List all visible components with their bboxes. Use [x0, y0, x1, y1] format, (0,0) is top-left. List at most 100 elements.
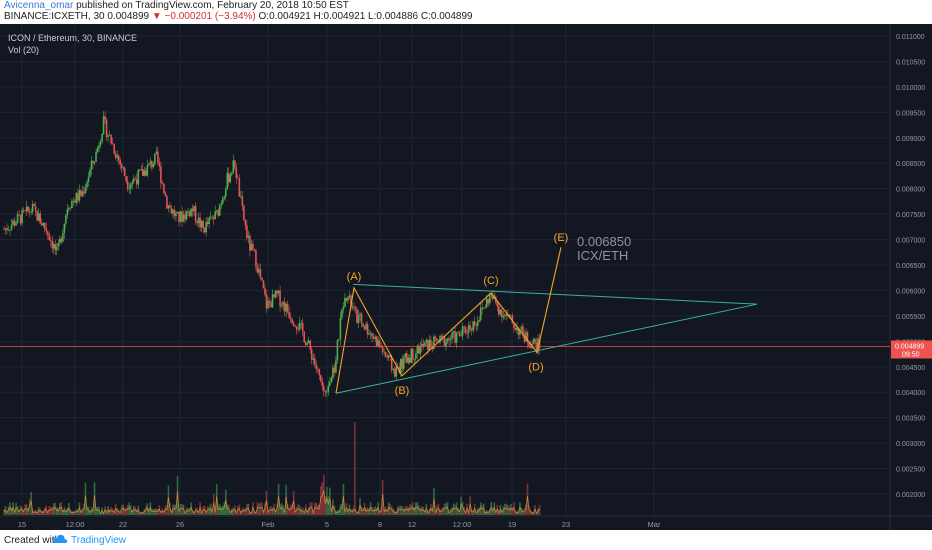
volume-bar [152, 508, 155, 515]
candle-body [154, 153, 156, 164]
volume-ma-line [3, 490, 540, 515]
candle-body [71, 200, 73, 209]
candle-body [12, 220, 14, 225]
volume-bar [83, 504, 85, 515]
candle-body [520, 326, 523, 330]
candle-body [505, 314, 508, 316]
candle-body [282, 301, 284, 306]
volume-bar [504, 503, 506, 515]
candle-body [442, 336, 444, 338]
volume-bar [434, 511, 437, 515]
candle-body [141, 168, 144, 176]
volume-bar [455, 502, 458, 515]
volume-bar [439, 509, 441, 515]
date-tick-label: 12 [408, 520, 416, 529]
volume-bar [185, 507, 188, 515]
tradingview-brand[interactable]: TradingView [71, 535, 127, 546]
volume-bar [280, 503, 283, 515]
candle-body [375, 336, 378, 347]
candle-body [313, 358, 316, 365]
candle-body [164, 193, 167, 197]
volume-bar [181, 503, 183, 515]
volume-bar [75, 509, 78, 515]
candle-body [255, 250, 257, 267]
candle-body [499, 309, 502, 315]
candle-body [194, 206, 197, 222]
candle-body [491, 294, 494, 299]
target-price-label: 0.006850 [577, 234, 631, 249]
candle-body [481, 307, 484, 309]
candle-body [78, 190, 81, 201]
volume-bar [407, 507, 410, 515]
candle-body [294, 325, 296, 327]
candle-body [143, 170, 146, 176]
triangle-upper-line [352, 283, 758, 305]
volume-bar [344, 510, 346, 515]
candle-body [74, 200, 76, 203]
candle-body [318, 368, 321, 376]
candle-body [232, 160, 235, 174]
volume-bar [3, 509, 5, 515]
price-chart[interactable]: 0.011000 0.010500 0.010000 0.009500 0.009000… [0, 24, 932, 530]
candle-body [258, 269, 260, 273]
wave-label-e: (E) [554, 232, 569, 244]
volume-bar [179, 504, 182, 515]
volume-bar [402, 508, 405, 515]
volume-legend: Vol (20) [8, 45, 40, 55]
candle-body [478, 319, 481, 322]
candle-body [187, 211, 189, 212]
candle-body [226, 172, 229, 190]
candle-body [350, 295, 352, 308]
volume-bar [479, 502, 482, 515]
candle-body [488, 294, 491, 304]
candle-body [390, 356, 393, 370]
candle-body [335, 360, 337, 373]
candle-body [37, 213, 40, 221]
volume-bar [528, 505, 530, 515]
candle-body [63, 223, 66, 234]
volume-bar [128, 502, 131, 515]
candle-body [372, 336, 375, 339]
volume-bar [57, 508, 60, 515]
price-tick-label: 0.010500 [896, 59, 925, 66]
volume-bar [95, 507, 97, 515]
volume-bar [422, 506, 425, 515]
volume-bar [19, 505, 22, 515]
candle-body [212, 217, 215, 219]
candle-body [338, 339, 340, 341]
candle-body [374, 336, 376, 339]
volume-bar [514, 510, 517, 515]
candle-body [366, 324, 369, 335]
volume-bar [437, 503, 440, 515]
candle-body [262, 280, 265, 289]
volume-bar [418, 505, 420, 515]
author-link[interactable]: Avicenna_omar [4, 0, 74, 11]
candle-body [60, 238, 63, 242]
candle-body [464, 327, 467, 333]
volume-bar [443, 503, 446, 515]
candle-body [62, 233, 64, 242]
volume-bar [360, 506, 363, 515]
date-tick-label: 5 [325, 520, 329, 529]
chart-panel[interactable]: 0.011000 0.010500 0.010000 0.009500 0.009000… [0, 24, 932, 530]
volume-bar [108, 509, 111, 515]
price-tick-label: 0.011000 [896, 34, 925, 41]
candle-body [135, 179, 138, 185]
candle-body [461, 326, 464, 336]
volume-bar [440, 508, 443, 515]
candle-body [129, 184, 132, 189]
candle-body [357, 315, 360, 324]
candle-body [235, 167, 238, 178]
candle-body [52, 244, 55, 249]
volume-bar [66, 508, 69, 515]
candle-body [277, 290, 280, 294]
candle-body [502, 315, 505, 318]
candle-body [253, 249, 256, 251]
candle-body [93, 161, 96, 164]
date-tick-label: Mar [648, 520, 661, 529]
volume-spike-bar [354, 422, 356, 515]
volume-bar [161, 508, 164, 515]
volume-bar [125, 507, 127, 515]
candle-body [218, 205, 221, 216]
candle-body [452, 331, 455, 333]
